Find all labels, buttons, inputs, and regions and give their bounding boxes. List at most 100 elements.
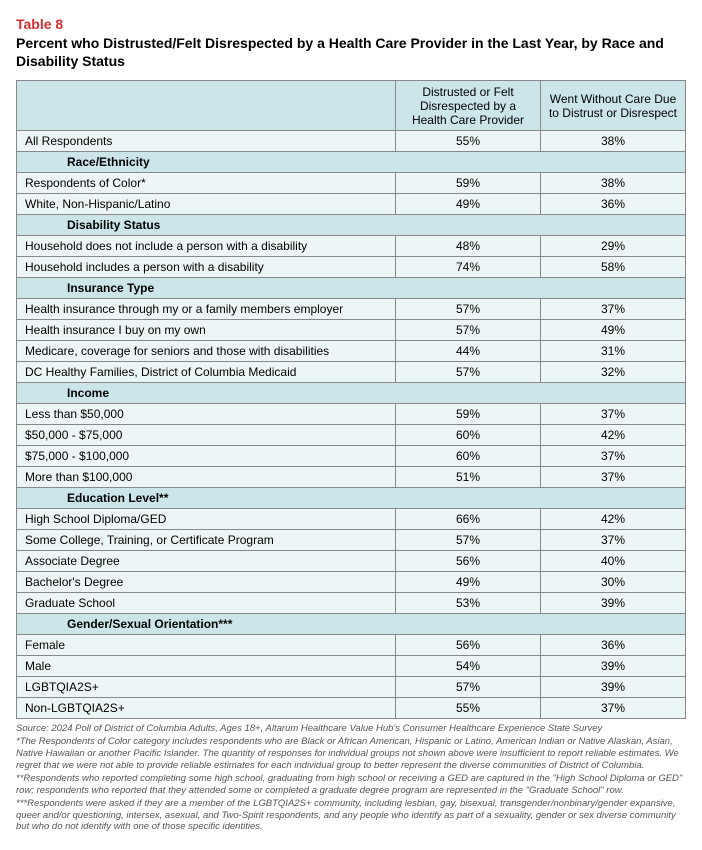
table-row: Male54%39% [17,656,686,677]
table-row: Health insurance I buy on my own57%49% [17,320,686,341]
table-row: All Respondents55%38% [17,131,686,152]
row-value-distrusted: 49% [396,572,541,593]
table-row: $50,000 - $75,00060%42% [17,425,686,446]
row-label: DC Healthy Families, District of Columbi… [17,362,396,383]
row-label: Associate Degree [17,551,396,572]
row-value-distrusted: 59% [396,404,541,425]
row-label: Household includes a person with a disab… [17,257,396,278]
col-header-blank [17,81,396,131]
table-row: Some College, Training, or Certificate P… [17,530,686,551]
row-value-without-care: 39% [541,656,686,677]
row-value-without-care: 36% [541,635,686,656]
table-row: White, Non-Hispanic/Latino49%36% [17,194,686,215]
row-value-distrusted: 53% [396,593,541,614]
table-row: LGBTQIA2S+57%39% [17,677,686,698]
row-label: Medicare, coverage for seniors and those… [17,341,396,362]
section-label: Gender/Sexual Orientation*** [17,614,686,635]
row-value-distrusted: 51% [396,467,541,488]
table-number: Table 8 [16,16,686,32]
section-label: Race/Ethnicity [17,152,686,173]
section-label: Income [17,383,686,404]
row-value-distrusted: 60% [396,425,541,446]
row-value-distrusted: 57% [396,362,541,383]
row-label: Health insurance through my or a family … [17,299,396,320]
row-value-without-care: 36% [541,194,686,215]
row-value-without-care: 38% [541,131,686,152]
col-header-distrusted: Distrusted or Felt Disrespected by a Hea… [396,81,541,131]
row-value-distrusted: 55% [396,698,541,719]
row-label: Less than $50,000 [17,404,396,425]
row-value-distrusted: 57% [396,530,541,551]
row-label: $75,000 - $100,000 [17,446,396,467]
section-label: Disability Status [17,215,686,236]
row-label: $50,000 - $75,000 [17,425,396,446]
footnote-line: *The Respondents of Color category inclu… [16,736,686,772]
section-row: Income [17,383,686,404]
table-row: Respondents of Color*59%38% [17,173,686,194]
row-value-without-care: 37% [541,446,686,467]
row-value-without-care: 40% [541,551,686,572]
table-row: Graduate School53%39% [17,593,686,614]
row-label: All Respondents [17,131,396,152]
row-value-distrusted: 55% [396,131,541,152]
row-value-without-care: 58% [541,257,686,278]
footnote-line: ***Respondents were asked if they are a … [16,798,686,834]
row-label: White, Non-Hispanic/Latino [17,194,396,215]
section-row: Insurance Type [17,278,686,299]
row-value-without-care: 49% [541,320,686,341]
row-value-distrusted: 56% [396,635,541,656]
row-value-distrusted: 57% [396,299,541,320]
row-value-without-care: 37% [541,530,686,551]
row-value-distrusted: 44% [396,341,541,362]
table-row: Bachelor's Degree49%30% [17,572,686,593]
section-row: Education Level** [17,488,686,509]
row-label: More than $100,000 [17,467,396,488]
data-table: Distrusted or Felt Disrespected by a Hea… [16,80,686,719]
table-row: Non-LGBTQIA2S+55%37% [17,698,686,719]
row-label: Non-LGBTQIA2S+ [17,698,396,719]
footnote-line: Source: 2024 Poll of District of Columbi… [16,723,686,735]
table-row: Household includes a person with a disab… [17,257,686,278]
row-value-distrusted: 56% [396,551,541,572]
row-value-without-care: 39% [541,677,686,698]
row-label: Graduate School [17,593,396,614]
row-value-without-care: 38% [541,173,686,194]
header-row: Distrusted or Felt Disrespected by a Hea… [17,81,686,131]
section-label: Insurance Type [17,278,686,299]
row-value-distrusted: 57% [396,677,541,698]
row-value-without-care: 37% [541,299,686,320]
table-title: Percent who Distrusted/Felt Disrespected… [16,34,686,70]
row-label: Bachelor's Degree [17,572,396,593]
row-value-distrusted: 66% [396,509,541,530]
table-row: High School Diploma/GED66%42% [17,509,686,530]
section-label: Education Level** [17,488,686,509]
row-value-distrusted: 48% [396,236,541,257]
row-value-without-care: 32% [541,362,686,383]
table-row: Associate Degree56%40% [17,551,686,572]
table-row: Less than $50,00059%37% [17,404,686,425]
row-value-distrusted: 74% [396,257,541,278]
row-value-without-care: 31% [541,341,686,362]
section-row: Race/Ethnicity [17,152,686,173]
row-value-without-care: 29% [541,236,686,257]
table-row: More than $100,00051%37% [17,467,686,488]
row-value-without-care: 37% [541,467,686,488]
footnotes: Source: 2024 Poll of District of Columbi… [16,723,686,833]
row-value-distrusted: 60% [396,446,541,467]
row-value-without-care: 39% [541,593,686,614]
row-value-without-care: 37% [541,698,686,719]
row-label: Household does not include a person with… [17,236,396,257]
row-label: Respondents of Color* [17,173,396,194]
row-label: Male [17,656,396,677]
table-row: $75,000 - $100,00060%37% [17,446,686,467]
col-header-without-care: Went Without Care Due to Distrust or Dis… [541,81,686,131]
row-value-distrusted: 49% [396,194,541,215]
row-label: High School Diploma/GED [17,509,396,530]
table-row: DC Healthy Families, District of Columbi… [17,362,686,383]
table-row: Household does not include a person with… [17,236,686,257]
row-value-without-care: 42% [541,425,686,446]
row-value-without-care: 42% [541,509,686,530]
row-value-without-care: 30% [541,572,686,593]
row-value-distrusted: 57% [396,320,541,341]
table-row: Female56%36% [17,635,686,656]
